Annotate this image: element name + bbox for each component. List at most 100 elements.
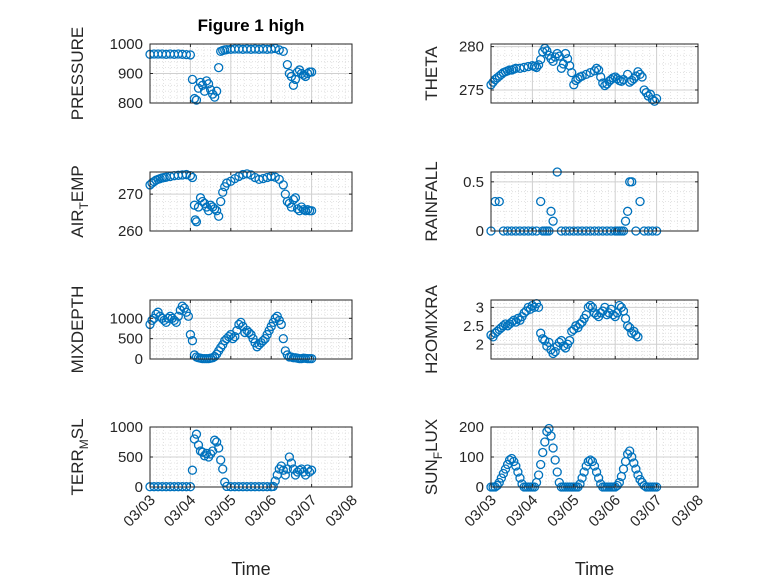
y-axis-label: MIXDEPTH: [68, 286, 87, 374]
data-point: [181, 49, 192, 60]
y-axis-label: THETA: [422, 46, 441, 101]
data-point: [276, 319, 286, 330]
data-point: [620, 216, 631, 226]
chart-panel: 275 280 THETA: [422, 39, 699, 106]
y-tick-label: 1000: [110, 310, 143, 327]
y-tick-label: 270: [118, 186, 143, 203]
y-axis-label: SUNFLUX: [422, 419, 445, 495]
y-tick-label: 800: [118, 95, 143, 112]
y-tick-label: 0: [135, 479, 143, 496]
data-point: [533, 470, 544, 480]
data-point: [587, 302, 598, 313]
x-axis-label: Time: [575, 559, 614, 579]
data-point: [509, 456, 519, 467]
data-point: [608, 310, 618, 320]
data-point: [552, 467, 562, 477]
axes-box: [149, 299, 353, 360]
y-tick-label: 260: [118, 223, 143, 240]
data-series: [486, 299, 643, 359]
data-point: [214, 443, 224, 453]
data-point: [209, 92, 220, 102]
data-point: [511, 461, 521, 471]
y-tick-label: 500: [118, 449, 143, 466]
data-point: [645, 89, 656, 99]
data-point: [199, 451, 210, 461]
data-point: [496, 473, 507, 483]
y-tick-label: 280: [459, 39, 484, 56]
y-axis-label: TERRMSL: [68, 418, 91, 495]
data-point: [212, 206, 222, 216]
data-point: [509, 315, 519, 325]
data-point: [268, 481, 278, 492]
y-tick-label: 900: [118, 66, 143, 83]
data-point: [199, 86, 210, 96]
data-point: [190, 215, 200, 225]
chart-panel: 03/03 03/04 03/05 03/06 03/07 03/08 0 100 200 SUN…: [422, 419, 707, 579]
chart-panel: 03/03 03/04 03/05 03/06 03/07 03/08 0 500 1000 TE…: [68, 418, 361, 579]
x-tick-label: 03/08: [668, 492, 707, 531]
data-point: [504, 455, 515, 465]
data-point: [191, 95, 202, 105]
data-point: [513, 313, 523, 324]
data-point: [216, 342, 226, 353]
y-axis-label: RAINFALL: [422, 161, 441, 241]
data-point: [288, 80, 299, 90]
data-point: [550, 346, 560, 357]
data-point: [523, 302, 533, 313]
y-axis-label: AIRTEMP: [68, 165, 91, 238]
data-point: [627, 177, 637, 187]
data-point: [558, 341, 569, 351]
data-point: [278, 465, 288, 475]
data-point: [538, 447, 548, 458]
data-point: [288, 195, 299, 205]
data-point: [278, 46, 288, 57]
data-point: [585, 67, 596, 78]
data-point: [546, 431, 556, 441]
y-tick-label: 0.5: [463, 174, 484, 191]
data-point: [649, 96, 660, 106]
data-point: [631, 464, 641, 474]
data-point: [282, 60, 293, 70]
x-tick-label: 03/07: [282, 492, 321, 531]
data-point: [583, 456, 593, 467]
data-point: [629, 458, 639, 468]
data-point: [498, 468, 509, 479]
x-tick-label: 03/07: [627, 492, 666, 531]
x-tick-label: 03/04: [161, 492, 200, 531]
x-tick-label: 03/05: [201, 492, 240, 531]
data-point: [290, 193, 301, 203]
data-point: [498, 321, 509, 331]
data-point: [577, 473, 587, 483]
data-point: [548, 443, 558, 453]
y-tick-label: 275: [459, 82, 484, 99]
data-point: [565, 335, 575, 346]
x-tick-label: 03/05: [544, 492, 583, 531]
y-tick-label: 100: [459, 449, 484, 466]
data-point: [536, 328, 546, 338]
data-series: [145, 169, 317, 227]
data-point: [536, 196, 546, 207]
data-point: [635, 69, 645, 80]
data-point: [633, 332, 643, 342]
data-point: [627, 452, 637, 462]
data-point: [209, 435, 220, 445]
axes-box: [149, 171, 353, 232]
data-point: [302, 68, 313, 79]
data-point: [212, 86, 222, 96]
data-point: [550, 455, 560, 465]
data-point: [596, 72, 606, 82]
data-point: [585, 300, 596, 311]
data-point: [548, 216, 558, 226]
data-point: [284, 452, 295, 462]
data-point: [567, 67, 577, 78]
data-point: [214, 62, 224, 73]
x-tick-label: 03/03: [120, 492, 159, 531]
data-point: [556, 63, 567, 73]
data-point: [173, 311, 183, 321]
data-point: [500, 319, 511, 329]
data-point: [500, 464, 511, 474]
figure-title: Figure 1 high: [198, 16, 305, 35]
data-point: [278, 334, 288, 344]
x-axis-label: Time: [231, 559, 270, 579]
y-tick-label: 1000: [110, 36, 143, 53]
